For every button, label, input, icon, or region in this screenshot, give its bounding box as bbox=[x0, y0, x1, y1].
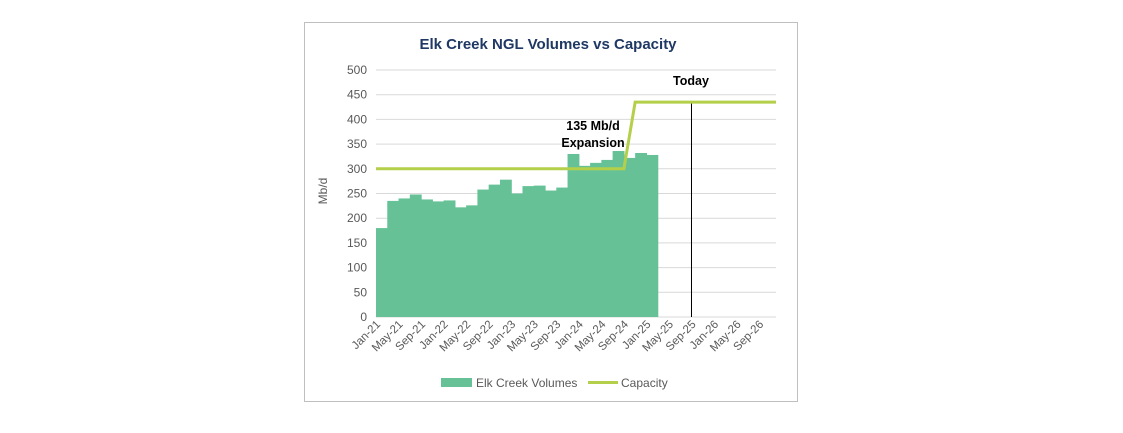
y-tick-label: 0 bbox=[360, 310, 367, 324]
y-tick-label: 200 bbox=[347, 211, 367, 225]
legend-swatch-volumes bbox=[441, 378, 472, 387]
volume-bar bbox=[590, 162, 602, 317]
volume-bar bbox=[477, 189, 490, 317]
volume-bar bbox=[421, 199, 433, 317]
volume-bar bbox=[635, 152, 648, 317]
today-label: Today bbox=[673, 74, 709, 88]
chart-frame: Elk Creek NGL Volumes vs Capacity 0 50 100… bbox=[304, 22, 798, 402]
y-tick-label: 150 bbox=[347, 236, 367, 250]
volume-bar bbox=[443, 200, 456, 317]
volume-bar bbox=[454, 207, 467, 317]
volume-bar bbox=[646, 154, 659, 317]
y-tick-label: 50 bbox=[354, 285, 368, 299]
chart-svg: Elk Creek NGL Volumes vs Capacity 0 50 100… bbox=[316, 36, 776, 390]
y-tick-label: 250 bbox=[347, 187, 367, 201]
y-tick-label: 300 bbox=[347, 162, 367, 176]
volume-bar bbox=[556, 187, 569, 317]
y-tick-label: 100 bbox=[347, 261, 367, 275]
volume-bar bbox=[387, 200, 400, 317]
volume-bar bbox=[623, 157, 636, 317]
volume-bar bbox=[612, 151, 625, 317]
legend: Elk Creek Volumes Capacity bbox=[441, 376, 668, 390]
y-axis-title: Mb/d bbox=[316, 178, 330, 205]
legend-label-volumes: Elk Creek Volumes bbox=[476, 376, 577, 390]
capacity-line bbox=[376, 100, 776, 171]
y-tick-label: 350 bbox=[347, 137, 367, 151]
volume-bar bbox=[545, 190, 557, 317]
x-axis-ticks: Jan-21May-21Sep-21Jan-22May-22Sep-22Jan-… bbox=[350, 318, 766, 354]
volume-bar bbox=[522, 186, 535, 317]
capacity-line-layer bbox=[376, 100, 776, 171]
y-tick-label: 400 bbox=[347, 112, 367, 126]
volume-bar bbox=[499, 179, 512, 317]
expansion-label-line1: 135 Mb/d bbox=[566, 119, 620, 133]
volumes-area-layer bbox=[376, 151, 659, 317]
volume-bar bbox=[432, 201, 445, 317]
y-tick-label: 450 bbox=[347, 88, 367, 102]
volume-bar bbox=[466, 205, 479, 317]
volume-bar bbox=[409, 194, 422, 317]
y-axis-ticks: 0 50 100 150 200 250 300 350 400 450 500 bbox=[347, 63, 367, 324]
volume-bar bbox=[511, 193, 524, 317]
volume-bar bbox=[398, 198, 411, 317]
volume-bar bbox=[488, 184, 501, 317]
volume-bar bbox=[376, 228, 388, 317]
volume-bar bbox=[578, 165, 591, 317]
volume-bar bbox=[533, 185, 546, 317]
legend-label-capacity: Capacity bbox=[621, 376, 668, 390]
expansion-label-line2: Expansion bbox=[561, 136, 624, 150]
volume-bar bbox=[567, 153, 580, 317]
volume-bar bbox=[601, 159, 614, 317]
chart-title: Elk Creek NGL Volumes vs Capacity bbox=[419, 36, 677, 53]
y-tick-label: 500 bbox=[347, 63, 367, 77]
